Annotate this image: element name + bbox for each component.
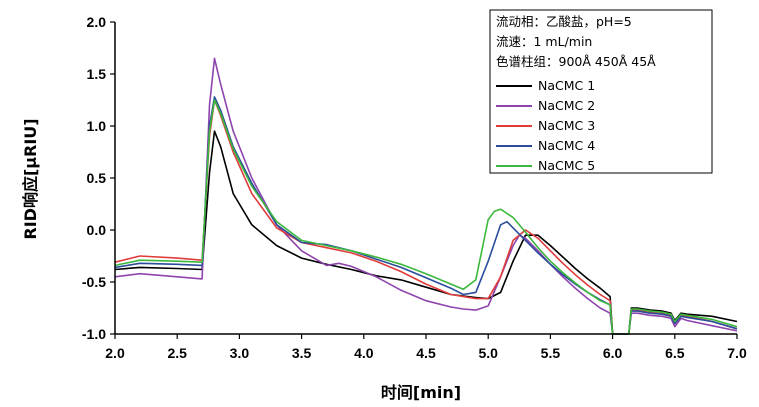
x-tick-label: 3.0 (230, 345, 250, 361)
x-axis-title: 时间[min] (381, 383, 461, 402)
legend: 流动相：乙酸盐，pH=5 流速：1 mL/min 色谱柱组：900Å 450Å … (489, 9, 713, 174)
x-tick-label: 4.5 (416, 345, 436, 361)
x-tick-label: 4.0 (354, 345, 374, 361)
legend-entries: NaCMC 1 NaCMC 2 NaCMC 3 NaCMC 4 NaCMC 5 (496, 78, 595, 173)
legend-label-5: NaCMC 5 (538, 158, 595, 173)
annotation-mobile-phase: 流动相：乙酸盐，pH=5 (496, 14, 632, 29)
series-line-2 (114, 57, 738, 335)
x-tick-label: 6.0 (603, 345, 623, 361)
series-line-1 (114, 130, 738, 335)
x-tick-label: 2.5 (167, 345, 187, 361)
plot-lines (114, 57, 738, 335)
series-line-3 (114, 99, 738, 335)
y-axis-title: RID响应[μRIU] (21, 118, 40, 239)
x-tick-label: 3.5 (292, 345, 312, 361)
y-tick-label: 0.5 (87, 170, 107, 186)
legend-label-2: NaCMC 2 (538, 98, 595, 113)
y-tick-label: 0.0 (87, 222, 107, 238)
x-tick-label: 5.0 (478, 345, 498, 361)
y-tick-label: 1.5 (87, 66, 107, 82)
annotation-column-set: 色谱柱组：900Å 450Å 45Å (496, 54, 656, 69)
annotation-flow-rate: 流速：1 mL/min (496, 34, 592, 49)
legend-label-3: NaCMC 3 (538, 118, 595, 133)
axes: 2.0 2.5 3.0 3.5 4.0 4.5 5.0 5.5 6.0 6.5 7.0 2.0 1.5 1… (82, 14, 747, 361)
series-line-5 (114, 99, 738, 335)
legend-label-1: NaCMC 1 (538, 78, 595, 93)
x-tick-label: 2.0 (105, 345, 125, 361)
y-tick-label: -0.5 (82, 274, 106, 290)
x-tick-label: 5.5 (541, 345, 561, 361)
y-tick-label: 1.0 (87, 118, 107, 134)
legend-label-4: NaCMC 4 (538, 138, 595, 153)
y-tick-label: 2.0 (87, 14, 107, 30)
x-tick-label: 6.5 (665, 345, 685, 361)
x-tick-label: 7.0 (727, 345, 747, 361)
y-tick-label: -1.0 (82, 326, 106, 342)
